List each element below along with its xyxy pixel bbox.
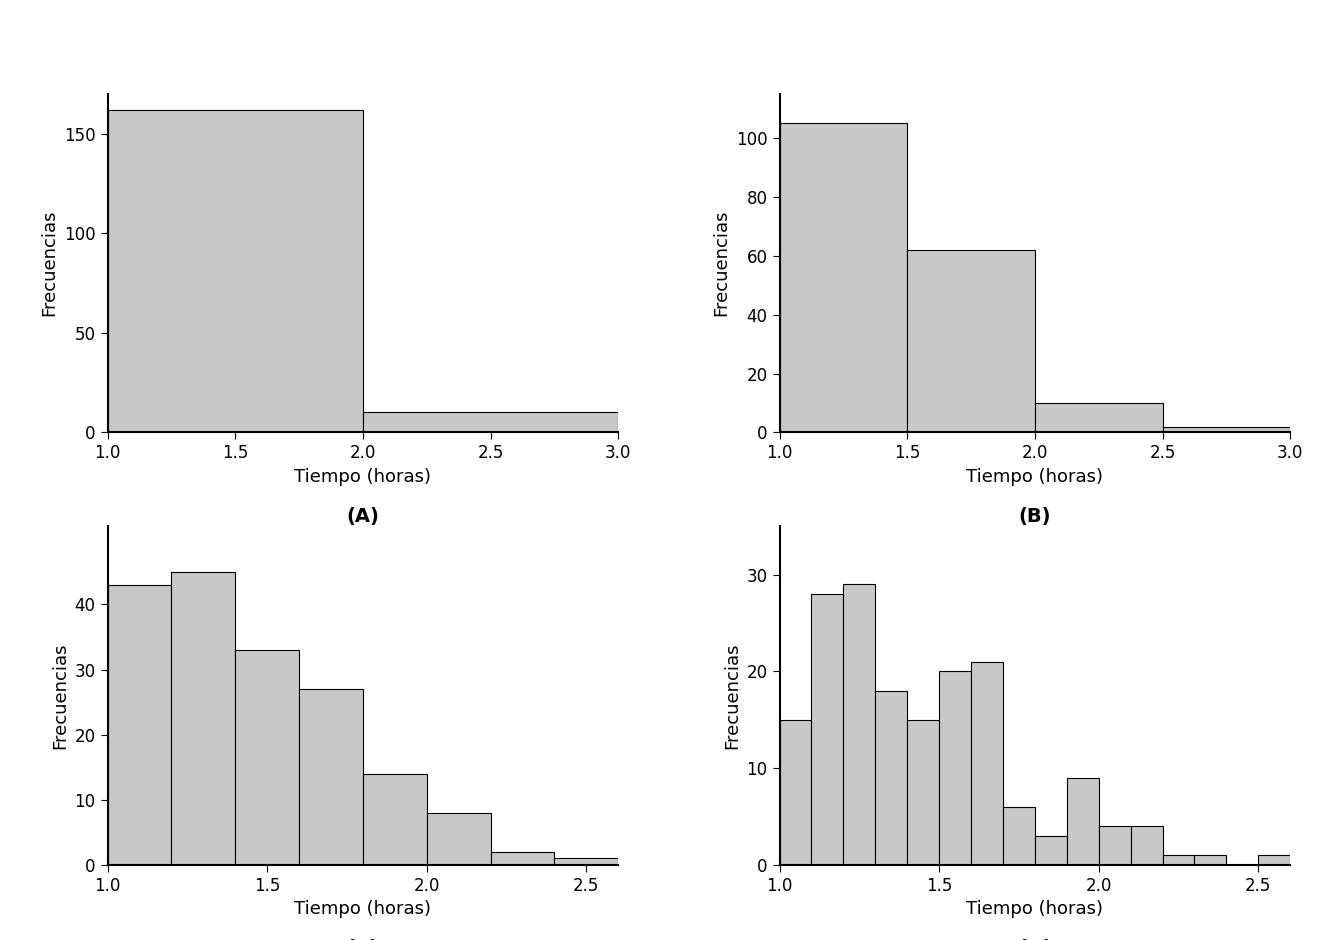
Bar bbox=[1163, 427, 1290, 432]
Text: (B): (B) bbox=[1019, 507, 1051, 525]
Bar bbox=[780, 123, 907, 432]
Bar bbox=[1195, 855, 1226, 865]
Bar bbox=[108, 585, 171, 865]
X-axis label: Tiempo (horas): Tiempo (horas) bbox=[294, 901, 431, 918]
Bar bbox=[1003, 807, 1035, 865]
Bar bbox=[939, 671, 970, 865]
Bar bbox=[1035, 836, 1067, 865]
Y-axis label: Frecuencias: Frecuencias bbox=[712, 210, 731, 317]
X-axis label: Tiempo (horas): Tiempo (horas) bbox=[966, 468, 1103, 486]
Bar bbox=[1163, 855, 1195, 865]
Bar bbox=[363, 774, 426, 865]
Bar bbox=[1130, 826, 1163, 865]
Bar bbox=[171, 572, 235, 865]
Y-axis label: Frecuencias: Frecuencias bbox=[723, 642, 741, 749]
Bar bbox=[812, 594, 844, 865]
Bar bbox=[298, 689, 363, 865]
Bar bbox=[1099, 826, 1130, 865]
Bar bbox=[875, 691, 907, 865]
Bar bbox=[907, 720, 939, 865]
Bar bbox=[843, 585, 875, 865]
Text: (A): (A) bbox=[347, 507, 379, 525]
X-axis label: Tiempo (horas): Tiempo (horas) bbox=[966, 901, 1103, 918]
Bar bbox=[970, 662, 1003, 865]
Bar bbox=[554, 858, 618, 865]
Bar bbox=[108, 110, 363, 432]
Y-axis label: Frecuencias: Frecuencias bbox=[40, 210, 59, 317]
Bar bbox=[363, 413, 618, 432]
X-axis label: Tiempo (horas): Tiempo (horas) bbox=[294, 468, 431, 486]
Bar bbox=[780, 720, 812, 865]
Bar bbox=[1067, 777, 1099, 865]
Bar bbox=[427, 813, 491, 865]
Bar bbox=[907, 250, 1035, 432]
Y-axis label: Frecuencias: Frecuencias bbox=[51, 642, 69, 749]
Bar bbox=[1035, 403, 1163, 432]
Bar bbox=[491, 852, 554, 865]
Bar bbox=[1258, 855, 1290, 865]
Bar bbox=[235, 650, 300, 865]
